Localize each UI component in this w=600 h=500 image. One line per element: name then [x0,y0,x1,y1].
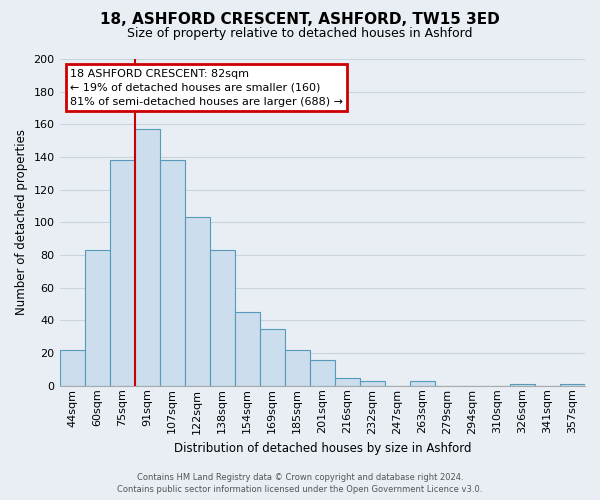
Text: Size of property relative to detached houses in Ashford: Size of property relative to detached ho… [127,28,473,40]
Bar [134,130,160,386]
X-axis label: Distribution of detached houses by size in Ashford: Distribution of detached houses by size … [173,442,471,455]
Bar [185,218,209,386]
Bar [59,350,85,386]
Bar [85,250,110,386]
Text: 18 ASHFORD CRESCENT: 82sqm
← 19% of detached houses are smaller (160)
81% of sem: 18 ASHFORD CRESCENT: 82sqm ← 19% of deta… [70,69,343,107]
Bar [335,378,360,386]
Bar [360,381,385,386]
Y-axis label: Number of detached properties: Number of detached properties [15,130,28,316]
Text: Contains HM Land Registry data © Crown copyright and database right 2024.
Contai: Contains HM Land Registry data © Crown c… [118,472,482,494]
Bar [160,160,185,386]
Bar [285,350,310,386]
Text: 18, ASHFORD CRESCENT, ASHFORD, TW15 3ED: 18, ASHFORD CRESCENT, ASHFORD, TW15 3ED [100,12,500,28]
Bar [235,312,260,386]
Bar [260,328,285,386]
Bar [560,384,585,386]
Bar [209,250,235,386]
Bar [410,381,435,386]
Bar [110,160,134,386]
Bar [510,384,535,386]
Bar [310,360,335,386]
